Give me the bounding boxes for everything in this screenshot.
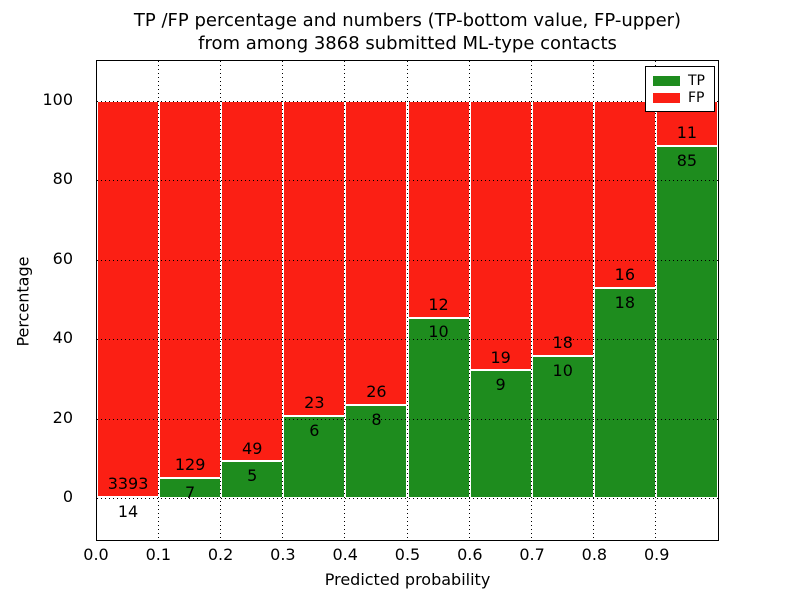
bar-segment-fp <box>593 100 656 288</box>
bar-count-tp: 9 <box>495 375 506 395</box>
bar-count-tp: 8 <box>371 409 382 429</box>
x-axis-label: Predicted probability <box>324 570 491 589</box>
bar-segment-fp <box>531 100 594 357</box>
v-gridline <box>406 61 408 540</box>
bar-segment-fp <box>469 100 532 371</box>
bar-count-tp: 85 <box>676 151 698 171</box>
bar-segment-fp <box>97 100 160 497</box>
bar-count-tp: 5 <box>247 466 258 486</box>
bar-segment-tp <box>407 317 470 499</box>
legend-label: TP <box>688 72 705 89</box>
y-tick-label: 0 <box>62 487 73 507</box>
v-gridline <box>282 61 284 540</box>
bar-segment-fp <box>283 100 346 417</box>
legend-swatch-fp <box>653 92 680 103</box>
h-gridline <box>97 498 718 500</box>
bar-count-tp: 18 <box>614 292 636 312</box>
legend: TP FP <box>645 66 715 112</box>
bar-count-tp: 7 <box>185 482 196 502</box>
bar-count-fp: 49 <box>242 438 263 458</box>
bar-segment-tp <box>345 404 408 499</box>
plot-canvas: 3393 14 129 7 49 5 23 6 26 8 12 10 19 9 18 10 16 18 11 85 <box>97 61 718 540</box>
y-tick-label: 40 <box>52 328 73 348</box>
bar-segment-fp <box>159 100 222 478</box>
chart-title: TP /FP percentage and numbers (TP-bottom… <box>96 9 719 55</box>
bar-count-fp: 26 <box>366 381 387 401</box>
legend-swatch-tp <box>653 75 680 86</box>
v-gridline <box>158 61 160 540</box>
bar-count-tp: 10 <box>552 361 573 381</box>
y-tick-label: 60 <box>52 248 73 268</box>
bar-segment-tp <box>531 356 594 499</box>
bar-count-fp: 19 <box>490 347 511 367</box>
v-gridline <box>344 61 346 540</box>
bar-segment-tp <box>593 287 656 499</box>
v-gridline <box>220 61 222 540</box>
y-tick-label: 80 <box>52 169 73 189</box>
h-gridline <box>97 180 718 182</box>
x-tick-label: 0.9 <box>643 545 670 564</box>
bar-count-tp: 6 <box>309 420 320 440</box>
v-gridline <box>592 61 594 540</box>
bar-segment-fp <box>221 100 284 462</box>
x-tick-label: 0.5 <box>394 545 421 564</box>
bar-count-fp: 3393 <box>107 473 149 493</box>
bar-count-fp: 11 <box>676 123 698 143</box>
bar-segment-tp <box>655 146 718 499</box>
y-tick-label: 100 <box>42 89 73 109</box>
v-gridline <box>654 61 656 540</box>
x-tick-label: 0.1 <box>145 545 172 564</box>
bar-count-fp: 16 <box>614 264 636 284</box>
chart-title-line2: from among 3868 submitted ML-type contac… <box>198 33 617 54</box>
legend-entry-fp: FP <box>653 89 707 106</box>
chart-title-line1: TP /FP percentage and numbers (TP-bottom… <box>133 10 682 31</box>
x-tick-label: 0.0 <box>83 545 109 564</box>
bar-count-tp: 14 <box>117 501 139 521</box>
x-tick-label: 0.8 <box>581 545 608 564</box>
bar-segment-tp <box>221 461 284 499</box>
h-gridline <box>97 259 718 261</box>
v-gridline <box>468 61 470 540</box>
x-tick-label: 0.2 <box>207 545 234 564</box>
bar-count-fp: 23 <box>304 393 325 413</box>
legend-entry-tp: TP <box>653 72 707 89</box>
h-gridline <box>97 418 718 420</box>
x-tick-label: 0.7 <box>519 545 545 564</box>
x-tick-label: 0.4 <box>332 545 358 564</box>
x-tick-label: 0.6 <box>457 545 483 564</box>
legend-label: FP <box>688 89 705 106</box>
bar-segment-tp <box>469 370 532 499</box>
y-tick-label: 20 <box>52 407 73 427</box>
x-tick-label: 0.3 <box>270 545 296 564</box>
plot-area: 3393 14 129 7 49 5 23 6 26 8 12 10 19 9 18 10 16 18 11 85 T… <box>96 60 719 541</box>
bar-count-fp: 129 <box>174 454 206 474</box>
h-gridline <box>97 339 718 341</box>
bar-count-fp: 12 <box>428 294 449 314</box>
bar-count-tp: 10 <box>428 322 449 342</box>
y-axis-label: Percentage <box>13 256 33 347</box>
bar-segment-fp <box>345 100 408 405</box>
h-gridline <box>97 100 718 102</box>
v-gridline <box>530 61 532 540</box>
bar-count-fp: 18 <box>552 333 573 353</box>
bar-segment-fp <box>407 100 470 318</box>
